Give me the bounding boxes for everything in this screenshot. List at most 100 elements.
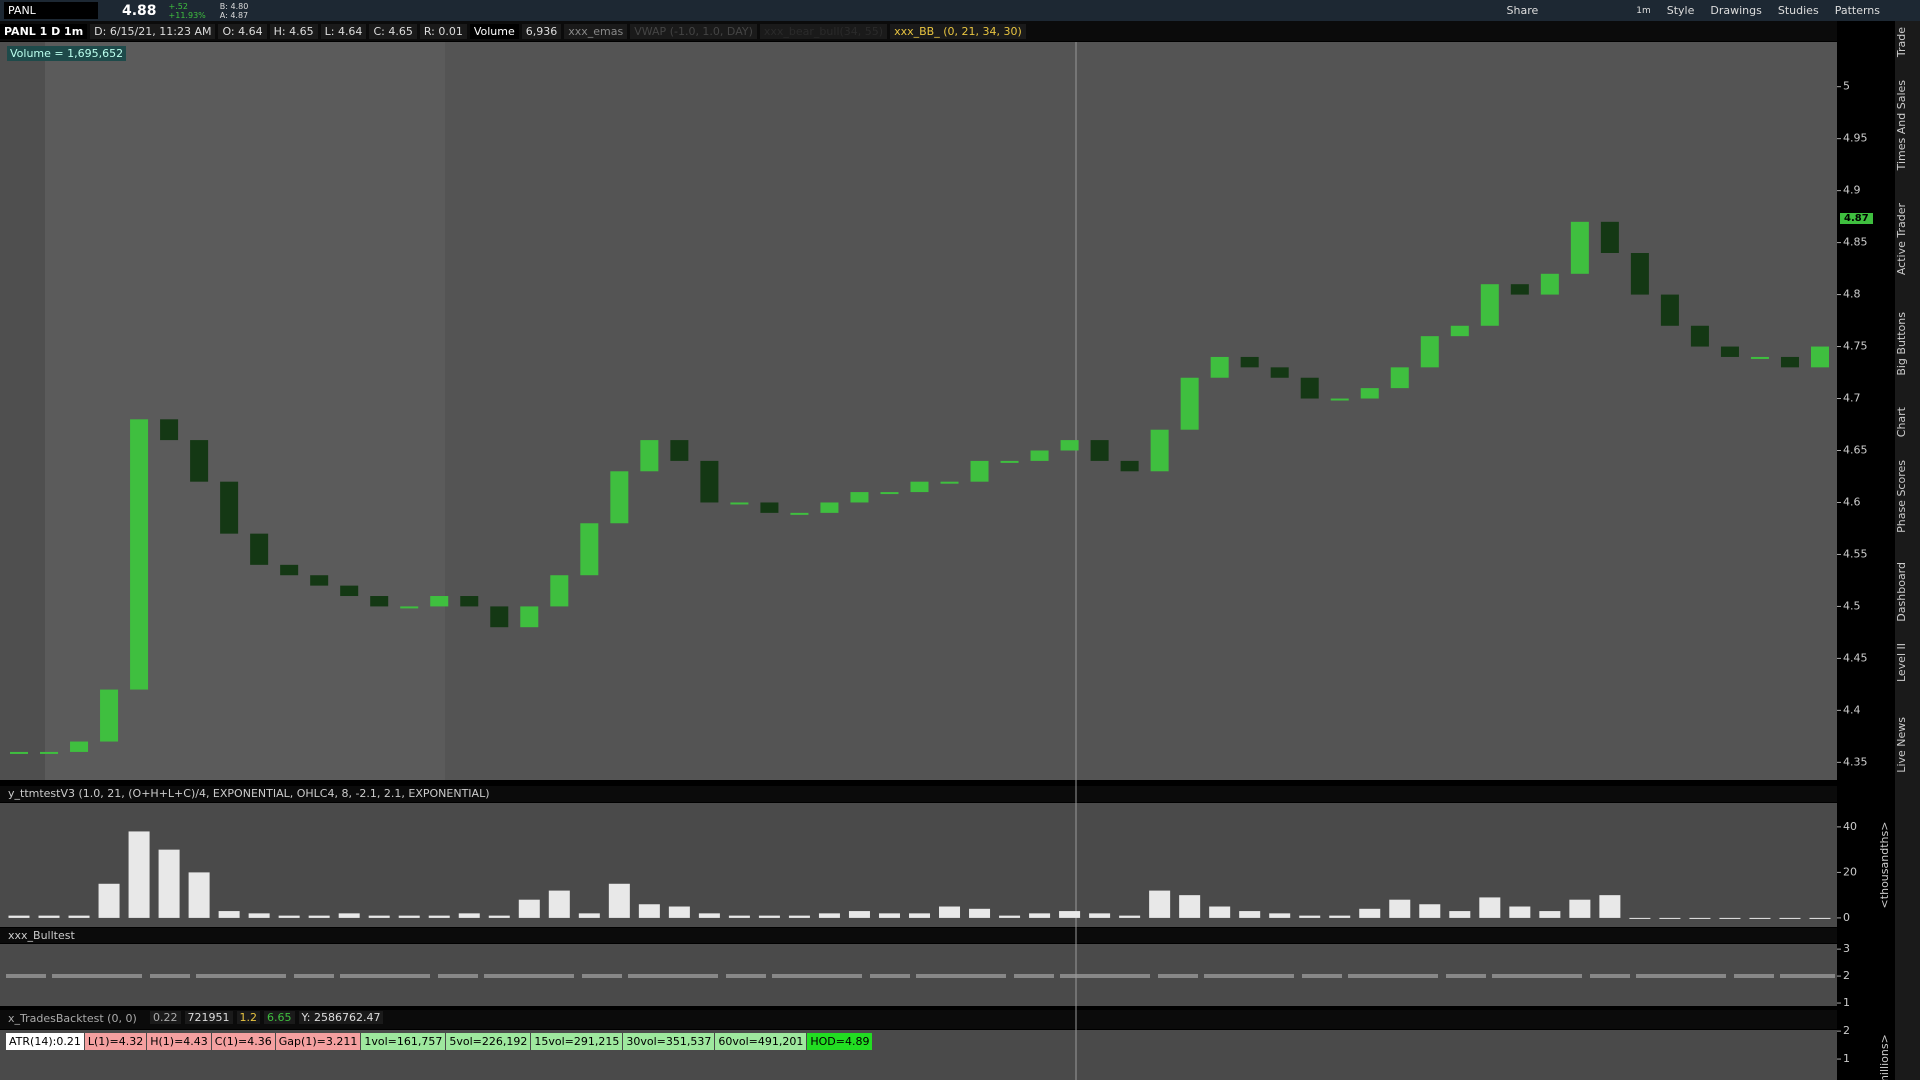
y-tick-label: 2 bbox=[1843, 969, 1850, 982]
study[interactable]: VWAP (-1.0, 1.0, DAY) bbox=[630, 23, 757, 39]
candle bbox=[1540, 273, 1559, 295]
patterns-button[interactable]: Patterns bbox=[1834, 4, 1880, 17]
candle bbox=[700, 460, 719, 503]
candle bbox=[10, 751, 29, 754]
candle bbox=[580, 523, 599, 576]
candle bbox=[1600, 221, 1619, 254]
candle bbox=[340, 585, 359, 597]
date: D: 6/15/21, 11:23 AM bbox=[90, 23, 216, 39]
side-tab[interactable]: Active Trader bbox=[1895, 203, 1908, 276]
side-tab[interactable]: Live News bbox=[1895, 717, 1908, 773]
y-tick-label: 4.8 bbox=[1843, 288, 1861, 301]
histogram-bar bbox=[578, 913, 600, 918]
style-button[interactable]: Style bbox=[1666, 4, 1695, 17]
candle bbox=[1300, 377, 1319, 399]
backtest-label: HOD=4.89 bbox=[807, 1033, 873, 1050]
side-tab[interactable]: Level II bbox=[1895, 643, 1908, 683]
histogram-bar bbox=[758, 915, 780, 918]
drawings-button[interactable]: Drawings bbox=[1710, 4, 1762, 17]
candle bbox=[1120, 460, 1139, 472]
candle bbox=[1420, 336, 1439, 368]
histogram-bar bbox=[638, 904, 660, 918]
histogram-bar bbox=[1599, 895, 1621, 918]
histogram-bar bbox=[518, 899, 540, 918]
histogram-bar bbox=[158, 849, 180, 918]
side-tab[interactable]: Big Buttons bbox=[1895, 312, 1908, 376]
side-tab[interactable]: Dashboard bbox=[1895, 562, 1908, 622]
side-tab[interactable]: Trade bbox=[1895, 27, 1908, 58]
candle bbox=[820, 502, 839, 513]
y-tick-label: 4.55 bbox=[1843, 547, 1868, 560]
candle bbox=[40, 751, 59, 754]
candle bbox=[670, 440, 689, 461]
candle bbox=[850, 492, 869, 503]
y-tick-label: 2 bbox=[1843, 1024, 1850, 1037]
backtest-label: 1vol=161,757 bbox=[361, 1033, 446, 1050]
candle bbox=[1060, 440, 1079, 451]
candle bbox=[430, 596, 449, 607]
y-tick-label: 4.7 bbox=[1843, 392, 1861, 405]
symbol[interactable]: PANL bbox=[4, 2, 98, 19]
histogram-bar bbox=[1659, 917, 1681, 919]
histogram-bar bbox=[98, 883, 120, 918]
backtest-label: 60vol=491,201 bbox=[715, 1033, 807, 1050]
candle bbox=[1690, 325, 1709, 347]
histogram-bar bbox=[458, 913, 480, 918]
close: C: 4.65 bbox=[369, 23, 417, 39]
histogram-bar bbox=[8, 915, 30, 918]
histogram-bar bbox=[68, 915, 90, 918]
y-tick-label: 4.85 bbox=[1843, 236, 1868, 249]
candle bbox=[1570, 221, 1589, 274]
histogram-bar bbox=[999, 915, 1021, 918]
candle bbox=[1660, 294, 1679, 326]
studies-button[interactable]: Studies bbox=[1777, 4, 1819, 17]
candle bbox=[940, 481, 959, 484]
candle bbox=[1390, 367, 1409, 389]
histogram-bar bbox=[1809, 917, 1831, 919]
histogram-bar bbox=[698, 913, 720, 918]
change: +.52 +11.93% bbox=[169, 2, 206, 20]
y-tick-label: 4.5 bbox=[1843, 599, 1861, 612]
backtest-labels: ATR(14):0.21 L(1)=4.32 H(1)=4.43 C(1)=4.36 G… bbox=[6, 1033, 873, 1050]
histogram-bar bbox=[1119, 915, 1141, 918]
candle bbox=[460, 596, 479, 607]
backtest-label: H(1)=4.43 bbox=[147, 1033, 211, 1050]
chart-header: PANL 1 D 1m D: 6/15/21, 11:23 AM O: 4.64… bbox=[0, 21, 1837, 41]
study[interactable]: xxx_emas bbox=[564, 23, 628, 39]
study[interactable]: xxx_BB_ (0, 21, 34, 30) bbox=[890, 23, 1026, 39]
candle bbox=[1810, 346, 1829, 368]
candle bbox=[760, 502, 779, 513]
candle bbox=[1270, 367, 1289, 378]
candle bbox=[1630, 253, 1649, 295]
study[interactable]: xxx_bear_bull(34, 55) bbox=[759, 23, 888, 39]
histogram-bar bbox=[218, 911, 240, 918]
candle bbox=[880, 492, 899, 495]
histogram-bar bbox=[188, 872, 210, 918]
aggregation[interactable]: 1m bbox=[1636, 5, 1651, 16]
share-button[interactable]: Share bbox=[1506, 4, 1539, 17]
candle bbox=[370, 596, 389, 607]
price-marker: 4.87 bbox=[1840, 213, 1873, 224]
side-tab[interactable]: Times And Sales bbox=[1895, 80, 1908, 171]
histogram-bar bbox=[1449, 911, 1471, 918]
histogram-bar bbox=[939, 906, 961, 918]
backtest-field: 6.65 bbox=[264, 1011, 295, 1024]
histogram-bar bbox=[248, 913, 270, 918]
candle bbox=[550, 575, 569, 607]
histogram-bar bbox=[1509, 906, 1531, 918]
candle bbox=[310, 575, 329, 586]
candle bbox=[490, 606, 509, 628]
candle bbox=[640, 440, 659, 472]
panel-header bbox=[0, 786, 1837, 802]
side-tab[interactable]: Chart bbox=[1895, 407, 1908, 438]
histogram-bar bbox=[1569, 899, 1591, 918]
candle bbox=[790, 512, 809, 515]
candle bbox=[190, 440, 209, 482]
histogram-bar bbox=[38, 915, 60, 918]
side-tab[interactable]: Phase Scores bbox=[1895, 460, 1908, 533]
histogram-bar bbox=[488, 915, 510, 918]
volume-bubble: Volume = 1,695,652 bbox=[7, 46, 127, 61]
histogram-bar bbox=[608, 883, 630, 918]
candle bbox=[1360, 388, 1379, 399]
